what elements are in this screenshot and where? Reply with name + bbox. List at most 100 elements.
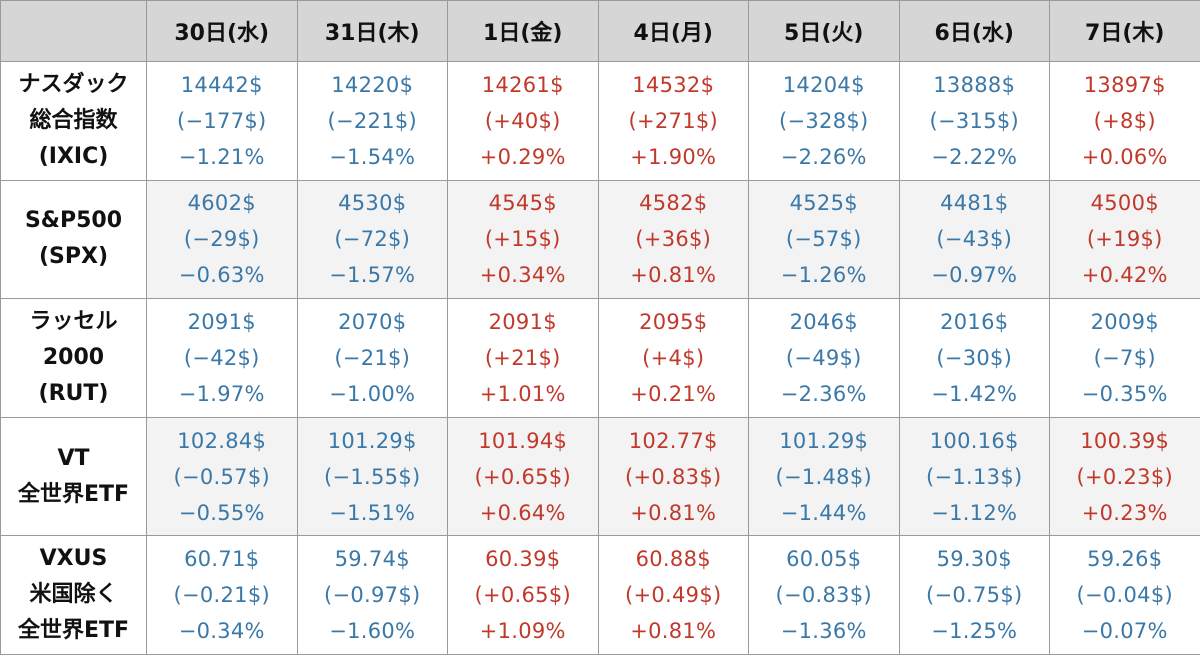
price-cell: 102.84$ (−0.57$) −0.55%: [146, 416, 298, 537]
price-change: (−328$): [778, 108, 869, 133]
price-cell: 14442$ (−177$) −1.21%: [146, 61, 298, 181]
index-name-line: 総合指数: [29, 107, 118, 133]
price-value: 4525$: [789, 191, 858, 216]
price-value: 4582$: [639, 191, 708, 216]
price-change: (−221$): [327, 108, 418, 133]
price-cell: 4530$ (−72$) −1.57%: [296, 179, 448, 300]
price-value: 2091$: [187, 309, 256, 334]
table-row: ナスダック 総合指数 (IXIC) 14442$ (−177$) −1.21% 14220$…: [0, 61, 1200, 181]
date-header: 31日(木): [296, 0, 448, 62]
price-pct: +0.81%: [630, 500, 717, 525]
price-pct: +0.42%: [1081, 263, 1168, 288]
price-change: (−72$): [334, 227, 411, 252]
price-cell: 13888$ (−315$) −2.22%: [898, 61, 1050, 181]
price-change: (+19$): [1086, 227, 1163, 252]
price-cell: 2009$ (−7$) −0.35%: [1049, 298, 1200, 418]
price-value: 4530$: [338, 191, 407, 216]
price-change: (+271$): [628, 108, 719, 133]
price-pct: +1.90%: [630, 144, 717, 169]
price-cell: 4481$ (−43$) −0.97%: [898, 179, 1050, 300]
price-value: 2046$: [789, 309, 858, 334]
price-value: 14442$: [180, 72, 263, 97]
price-pct: −1.26%: [780, 263, 867, 288]
price-pct: −2.36%: [780, 381, 867, 406]
index-name-cell: ナスダック 総合指数 (IXIC): [0, 61, 147, 181]
index-name-cell: VXUS 米国除く全世界ETF: [0, 535, 147, 655]
price-value: 59.26$: [1087, 547, 1163, 572]
index-name-cell: ラッセル 2000 (RUT): [0, 298, 147, 418]
price-pct: +0.29%: [479, 144, 566, 169]
price-cell: 101.94$ (+0.65$) +0.64%: [447, 416, 599, 537]
price-value: 13897$: [1083, 72, 1166, 97]
price-pct: −1.60%: [329, 619, 416, 644]
price-change: (−49$): [785, 345, 862, 370]
price-value: 4500$: [1090, 191, 1159, 216]
index-name-line: 全世界ETF: [17, 618, 130, 644]
price-change: (−29$): [183, 227, 260, 252]
price-pct: −2.26%: [780, 144, 867, 169]
price-cell: 4582$ (+36$) +0.81%: [597, 179, 749, 300]
price-change: (+36$): [635, 227, 712, 252]
index-name-line: ラッセル: [29, 308, 118, 334]
price-cell: 4500$ (+19$) +0.42%: [1049, 179, 1200, 300]
table-row: ラッセル 2000 (RUT) 2091$ (−42$) −1.97% 2070$ (−21$…: [0, 298, 1200, 418]
price-pct: +0.64%: [479, 500, 566, 525]
price-cell: 100.39$ (+0.23$) +0.23%: [1049, 416, 1200, 537]
price-value: 14204$: [782, 72, 865, 97]
price-value: 4481$: [940, 191, 1009, 216]
price-value: 2091$: [488, 309, 557, 334]
table-row: VXUS 米国除く 全世界ETF 60.71$ (−0.21$) −0.34% 59.74$…: [0, 535, 1200, 655]
price-cell: 60.71$ (−0.21$) −0.34%: [146, 535, 298, 655]
price-cell: 14220$ (−221$) −1.54%: [296, 61, 448, 181]
price-pct: −0.35%: [1081, 381, 1168, 406]
corner-cell: [0, 0, 147, 62]
price-cell: 101.29$ (−1.55$) −1.51%: [296, 416, 448, 537]
price-value: 59.30$: [936, 547, 1012, 572]
price-change: (−1.13$): [926, 464, 1023, 489]
price-cell: 4545$ (+15$) +0.34%: [447, 179, 599, 300]
price-change: (−30$): [936, 345, 1013, 370]
price-pct: −1.42%: [931, 381, 1018, 406]
price-value: 100.16$: [929, 428, 1019, 453]
price-pct: +0.21%: [630, 381, 717, 406]
price-cell: 2091$ (−42$) −1.97%: [146, 298, 298, 418]
price-cell: 2046$ (−49$) −2.36%: [748, 298, 900, 418]
price-pct: −1.25%: [931, 619, 1018, 644]
price-change: (−177$): [176, 108, 267, 133]
price-pct: −0.63%: [178, 263, 265, 288]
price-pct: −1.51%: [329, 500, 416, 525]
price-cell: 102.77$ (+0.83$) +0.81%: [597, 416, 749, 537]
price-pct: −0.07%: [1081, 619, 1168, 644]
header-row: 30日(水) 31日(木) 1日(金) 4日(月) 5日(火) 6日(水) 7日…: [0, 0, 1200, 62]
price-cell: 59.26$ (−0.04$) −0.07%: [1049, 535, 1200, 655]
index-name-line: (RUT): [38, 380, 109, 406]
price-value: 2070$: [338, 309, 407, 334]
price-value: 2009$: [1090, 309, 1159, 334]
index-name-line: 米国除く: [29, 582, 118, 608]
price-value: 102.77$: [628, 428, 718, 453]
price-value: 101.94$: [478, 428, 568, 453]
price-cell: 14261$ (+40$) +0.29%: [447, 61, 599, 181]
price-change: (+40$): [484, 108, 561, 133]
price-cell: 101.29$ (−1.48$) −1.44%: [748, 416, 900, 537]
price-cell: 2095$ (+4$) +0.21%: [597, 298, 749, 418]
price-change: (−0.21$): [173, 583, 270, 608]
price-cell: 14532$ (+271$) +1.90%: [597, 61, 749, 181]
price-pct: −1.44%: [780, 500, 867, 525]
price-change: (−0.04$): [1076, 583, 1173, 608]
price-cell: 60.05$ (−0.83$) −1.36%: [748, 535, 900, 655]
price-pct: −1.00%: [329, 381, 416, 406]
price-pct: +0.81%: [630, 263, 717, 288]
index-name-line: VT: [57, 445, 90, 471]
price-value: 2095$: [639, 309, 708, 334]
price-value: 4602$: [187, 191, 256, 216]
price-pct: +1.09%: [479, 619, 566, 644]
index-name-line: VXUS: [39, 546, 108, 572]
price-change: (+0.65$): [474, 464, 571, 489]
price-change: (+0.65$): [474, 583, 571, 608]
price-cell: 2070$ (−21$) −1.00%: [296, 298, 448, 418]
index-name-line: 全世界ETF: [17, 481, 130, 507]
date-header: 30日(水): [146, 0, 298, 62]
price-pct: −1.36%: [780, 619, 867, 644]
